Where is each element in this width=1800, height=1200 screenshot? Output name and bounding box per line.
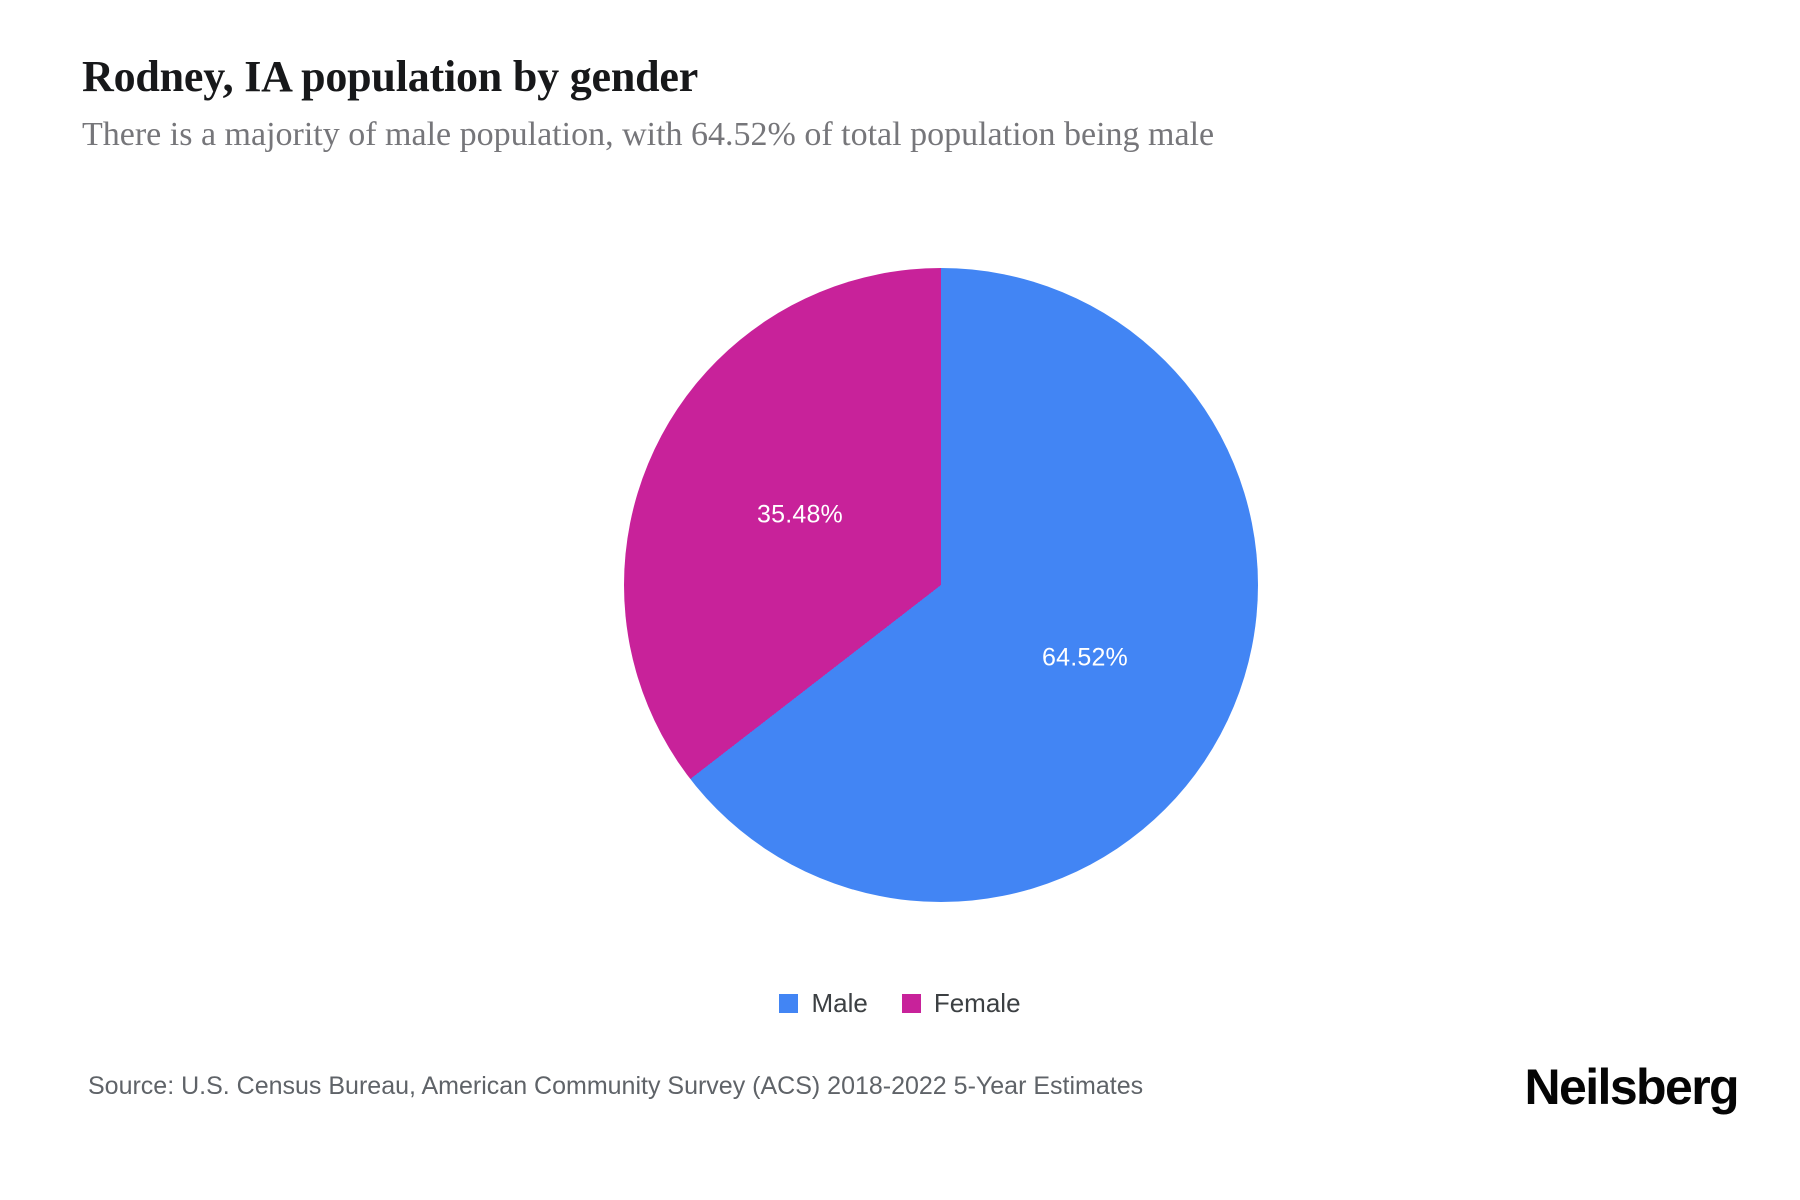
page-title: Rodney, IA population by gender: [82, 52, 699, 101]
source-note: Source: U.S. Census Bureau, American Com…: [88, 1072, 1144, 1100]
brand-logo: Neilsberg: [1524, 1059, 1740, 1115]
pie-chart: 64.52% 35.48%: [624, 268, 1258, 902]
chart-legend: Male Female: [0, 990, 1800, 1016]
square-swatch-icon: [901, 993, 921, 1013]
pie-disc: [624, 268, 1258, 902]
pie-slice-label-female: 35.48%: [757, 500, 843, 529]
legend-item-female[interactable]: Female: [901, 988, 1021, 1018]
pie-slice-label-male: 64.52%: [1042, 643, 1128, 672]
plot-area: 64.52% 35.48%: [0, 200, 1800, 960]
square-swatch-icon: [779, 993, 799, 1013]
legend-item-male[interactable]: Male: [779, 988, 868, 1018]
chart-subtitle: There is a majority of male population, …: [82, 116, 1215, 154]
legend-item-label: Male: [811, 988, 868, 1018]
chart-header: Rodney, IA population by gender There is…: [82, 52, 1722, 156]
legend-item-label: Female: [933, 988, 1021, 1018]
